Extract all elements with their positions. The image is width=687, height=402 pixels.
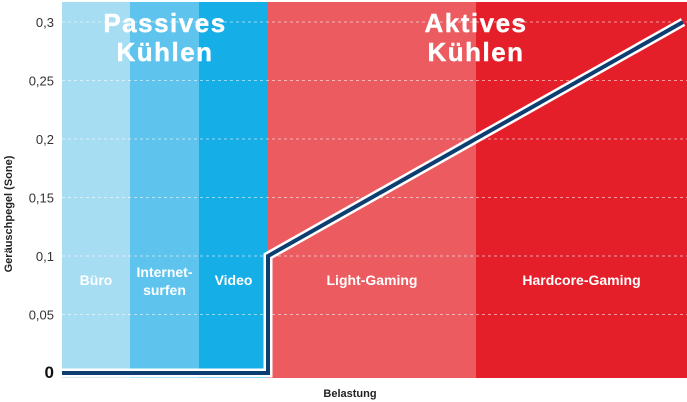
zone-labels: Büro Internet-surfen Video Light-Gaming Hard… (80, 264, 641, 298)
cooling-mode-label: Aktives Kühlen (425, 8, 528, 67)
series-lines (62, 18, 686, 378)
zone-label: Büro (80, 272, 113, 288)
x-axis-title: Belastung (323, 388, 376, 400)
y-tick-label: 0,15 (29, 191, 54, 206)
y-tick-label: 0,05 (29, 308, 54, 323)
zone-band (476, 2, 687, 378)
zone-label: Internet-surfen (137, 264, 193, 298)
zone-label: Video (215, 272, 253, 288)
y-tick-label: 0,2 (36, 132, 54, 147)
y-tick-label: 0 (45, 363, 54, 382)
zone-band (268, 2, 476, 378)
series-line (62, 20, 684, 375)
y-tick-label: 0,1 (36, 249, 54, 264)
load-zones (62, 2, 687, 378)
y-axis-title: Geräuschpegel (Sone) (3, 155, 15, 272)
y-axis-ticks: 0 0,05 0,1 0,15 0,2 0,25 0,3 (29, 15, 54, 382)
zone-label: Light-Gaming (327, 272, 418, 288)
y-tick-label: 0,3 (36, 15, 54, 30)
zone-band (62, 2, 130, 378)
zone-band (199, 2, 268, 378)
zone-band (130, 2, 199, 378)
y-tick-label: 0,25 (29, 74, 54, 89)
cooling-mode-label: Passives Kühlen (103, 8, 226, 67)
mode-labels: Passives Kühlen Aktives Kühlen (103, 8, 528, 67)
zone-label: Hardcore-Gaming (522, 272, 640, 288)
